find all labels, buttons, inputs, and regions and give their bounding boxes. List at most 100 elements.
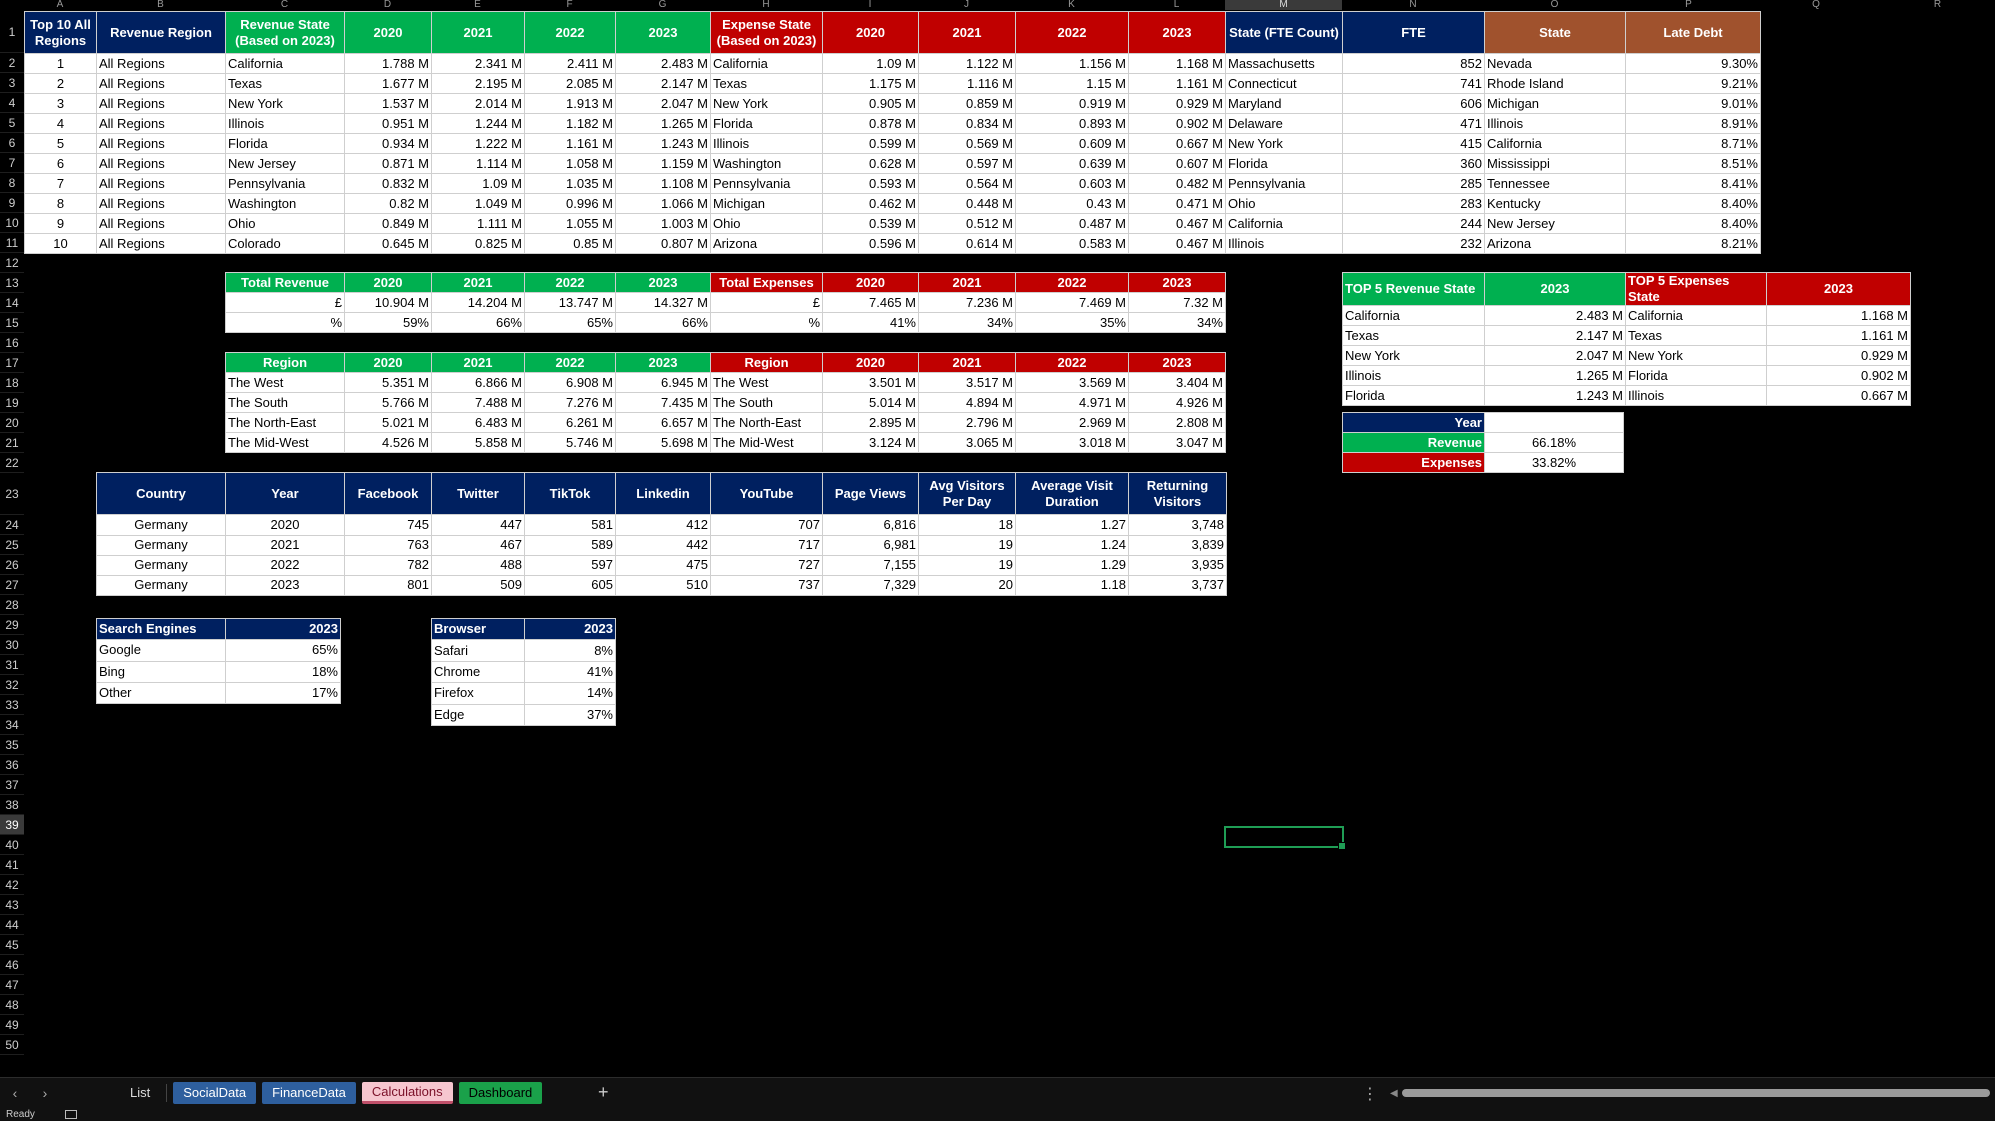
top10-cell[interactable]: 9: [24, 213, 97, 234]
regions-cell[interactable]: 6.483 M: [431, 412, 525, 433]
top10-cell[interactable]: 0.482 M: [1128, 173, 1226, 194]
totals-cell[interactable]: 10.904 M: [344, 292, 432, 313]
top10-cell[interactable]: 0.871 M: [344, 153, 432, 174]
regions-cell[interactable]: 3.517 M: [918, 372, 1016, 393]
regions-cell[interactable]: The South: [710, 392, 823, 413]
top10-cell[interactable]: 1.159 M: [615, 153, 711, 174]
top10-cell[interactable]: Tennessee: [1484, 173, 1626, 194]
top10-cell[interactable]: 6: [24, 153, 97, 174]
totals-header[interactable]: Total Revenue: [225, 272, 345, 293]
totals-cell[interactable]: 34%: [1128, 312, 1226, 333]
top5-cell[interactable]: 1.265 M: [1484, 365, 1626, 386]
top10-cell[interactable]: Maryland: [1225, 93, 1343, 114]
browser-cell[interactable]: Firefox: [431, 682, 525, 705]
top10-cell[interactable]: 0.934 M: [344, 133, 432, 154]
browser-cell[interactable]: 41%: [524, 660, 616, 684]
row-header[interactable]: 43: [0, 895, 24, 915]
top10-cell[interactable]: Florida: [1225, 153, 1343, 174]
row-header[interactable]: 11: [0, 233, 24, 253]
social-cell[interactable]: 2021: [225, 534, 345, 556]
year_split-cell[interactable]: 33.82%: [1484, 452, 1624, 473]
top10-header[interactable]: 2022: [524, 11, 616, 54]
top10-cell[interactable]: 0.832 M: [344, 173, 432, 194]
totals-header[interactable]: 2023: [615, 272, 711, 293]
top10-cell[interactable]: Connecticut: [1225, 73, 1343, 94]
regions-cell[interactable]: 7.488 M: [431, 392, 525, 413]
totals-cell[interactable]: 14.204 M: [431, 292, 525, 313]
top5-cell[interactable]: 2.047 M: [1484, 345, 1626, 366]
top10-cell[interactable]: 0.448 M: [918, 193, 1016, 214]
social-header[interactable]: YouTube: [710, 471, 823, 516]
social-cell[interactable]: Germany: [96, 514, 226, 536]
top10-cell[interactable]: 2.195 M: [431, 73, 525, 94]
top10-cell[interactable]: Washington: [710, 153, 823, 174]
top10-cell[interactable]: 1.055 M: [524, 213, 616, 234]
top5-header[interactable]: TOP 5 Revenue State: [1342, 272, 1485, 306]
totals-cell[interactable]: 66%: [615, 312, 711, 333]
regions-header[interactable]: 2022: [524, 352, 616, 373]
column-header[interactable]: F: [524, 0, 615, 10]
row-header[interactable]: 42: [0, 875, 24, 895]
social-cell[interactable]: Germany: [96, 534, 226, 556]
top5-cell[interactable]: 2.147 M: [1484, 325, 1626, 346]
top10-cell[interactable]: 2.014 M: [431, 93, 525, 114]
row-header[interactable]: 7: [0, 153, 24, 173]
top10-header[interactable]: Revenue State (Based on 2023): [225, 11, 345, 54]
regions-cell[interactable]: 5.698 M: [615, 432, 711, 453]
top10-cell[interactable]: 1.114 M: [431, 153, 525, 174]
year_split-header[interactable]: 2023: [1484, 412, 1624, 433]
top10-cell[interactable]: 2.085 M: [524, 73, 616, 94]
top10-cell[interactable]: 1.168 M: [1128, 53, 1226, 74]
top10-header[interactable]: Revenue Region: [96, 11, 226, 54]
selected-cell[interactable]: [1224, 826, 1346, 850]
row-header[interactable]: 44: [0, 915, 24, 935]
browser-cell[interactable]: 37%: [524, 703, 616, 727]
regions-cell[interactable]: The Mid-West: [710, 432, 823, 453]
regions-cell[interactable]: 3.124 M: [822, 432, 919, 453]
social-header[interactable]: Country: [96, 471, 226, 516]
social-cell[interactable]: 801: [344, 574, 432, 597]
top5-cell[interactable]: New York: [1625, 345, 1767, 366]
regions-cell[interactable]: 2.969 M: [1015, 412, 1129, 433]
social-cell[interactable]: 412: [615, 514, 711, 536]
regions-cell[interactable]: 4.926 M: [1128, 392, 1226, 413]
totals-cell[interactable]: 7.32 M: [1128, 292, 1226, 313]
horizontal-scrollbar[interactable]: ◀: [1390, 1086, 1990, 1100]
row-header[interactable]: 17: [0, 353, 24, 373]
top10-cell[interactable]: 415: [1342, 133, 1485, 154]
browser-header[interactable]: Browser: [431, 617, 525, 641]
social-cell[interactable]: 581: [524, 514, 616, 536]
add-sheet-button[interactable]: +: [598, 1082, 609, 1102]
year_split-cell[interactable]: 66.18%: [1484, 432, 1624, 453]
top10-cell[interactable]: 8.21%: [1625, 233, 1761, 254]
top10-cell[interactable]: 2.411 M: [524, 53, 616, 74]
row-header[interactable]: 5: [0, 113, 24, 133]
top5-cell[interactable]: 0.667 M: [1766, 385, 1911, 406]
top10-cell[interactable]: 8.40%: [1625, 213, 1761, 234]
totals-cell[interactable]: 14.327 M: [615, 292, 711, 313]
top10-cell[interactable]: 1.175 M: [822, 73, 919, 94]
top10-cell[interactable]: 0.593 M: [822, 173, 919, 194]
social-cell[interactable]: 20: [918, 574, 1016, 597]
social-cell[interactable]: 2023: [225, 574, 345, 597]
social-header[interactable]: Facebook: [344, 471, 432, 516]
social-cell[interactable]: 7,329: [822, 574, 919, 597]
totals-cell[interactable]: 13.747 M: [524, 292, 616, 313]
top10-cell[interactable]: All Regions: [96, 193, 226, 214]
top10-cell[interactable]: 0.82 M: [344, 193, 432, 214]
top5-header[interactable]: 2023: [1484, 272, 1626, 306]
top10-cell[interactable]: 1.035 M: [524, 173, 616, 194]
social-cell[interactable]: 6,981: [822, 534, 919, 556]
top5-cell[interactable]: New York: [1342, 345, 1485, 366]
top10-cell[interactable]: 0.607 M: [1128, 153, 1226, 174]
year_split-header[interactable]: Year: [1342, 412, 1485, 433]
totals-header[interactable]: 2022: [524, 272, 616, 293]
regions-header[interactable]: Region: [710, 352, 823, 373]
regions-header[interactable]: Region: [225, 352, 345, 373]
totals-cell[interactable]: 7.236 M: [918, 292, 1016, 313]
regions-header[interactable]: 2021: [431, 352, 525, 373]
top10-header[interactable]: 2023: [1128, 11, 1226, 54]
top5-cell[interactable]: Florida: [1342, 385, 1485, 406]
top5-cell[interactable]: California: [1342, 305, 1485, 326]
social-header[interactable]: Returning Visitors: [1128, 471, 1227, 516]
